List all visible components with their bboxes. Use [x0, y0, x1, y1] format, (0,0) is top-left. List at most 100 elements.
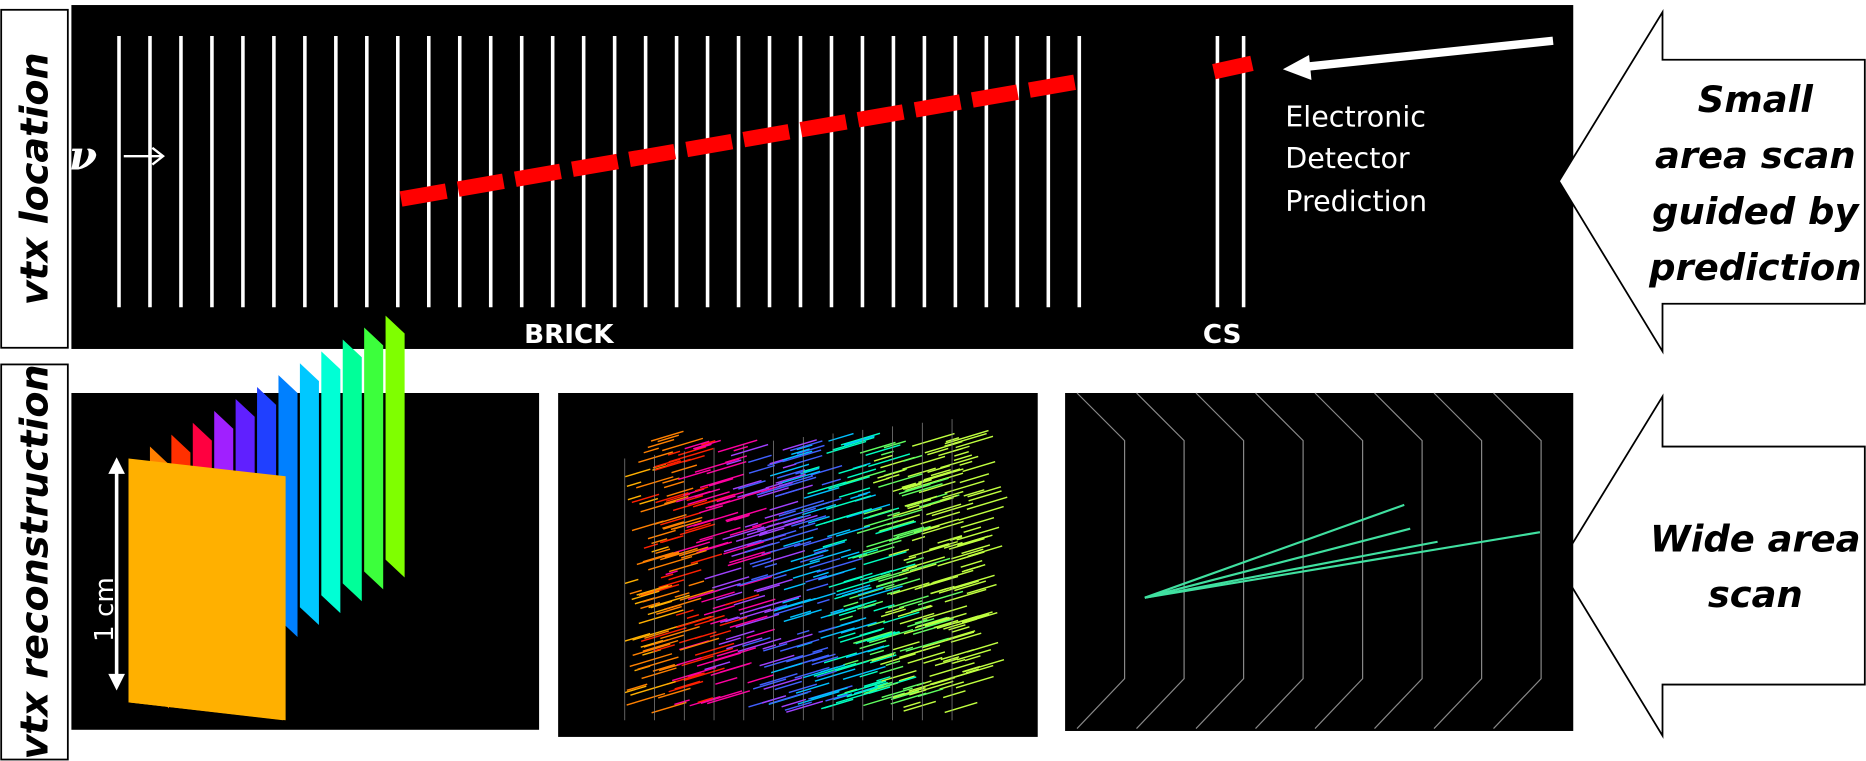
track: [726, 459, 742, 466]
track: [910, 606, 927, 613]
brick-label: BRICK: [524, 320, 615, 350]
track: [826, 495, 872, 510]
vertex-view: [1076, 392, 1542, 730]
track: [652, 644, 675, 652]
dash: [1212, 55, 1254, 80]
track: [881, 450, 894, 456]
track: [710, 618, 728, 625]
track: [824, 698, 854, 709]
track: [930, 576, 954, 585]
track: [901, 482, 917, 489]
track: [672, 499, 708, 512]
track: [626, 481, 642, 488]
track: [868, 573, 891, 581]
track: [719, 662, 752, 673]
track: [803, 536, 833, 547]
vertex-track: [1144, 531, 1541, 599]
track: [640, 601, 661, 610]
track: [665, 570, 678, 576]
track: [843, 435, 875, 446]
track: [700, 690, 743, 704]
track: [921, 520, 964, 535]
track: [898, 563, 937, 576]
track: [914, 644, 941, 654]
side-label: vtx location: [13, 52, 57, 305]
track: [820, 666, 839, 673]
track: [928, 496, 954, 506]
track: [688, 580, 705, 587]
cs-label: CS: [1203, 320, 1242, 350]
track: [797, 690, 840, 705]
track: [873, 454, 894, 462]
track: [961, 565, 982, 573]
dash: [399, 183, 448, 207]
track: [629, 653, 673, 668]
track: [640, 627, 687, 643]
track: [809, 548, 851, 563]
dash: [970, 84, 1019, 108]
track: [855, 631, 896, 645]
track: [823, 513, 854, 524]
track: [763, 676, 803, 690]
track: [699, 473, 745, 489]
prediction-text: Electronic: [1285, 99, 1426, 133]
track: [726, 514, 751, 523]
plate-outline: [1136, 392, 1185, 730]
track: [862, 539, 902, 553]
track: [885, 578, 921, 590]
track: [942, 690, 966, 699]
track: [704, 567, 742, 580]
track: [901, 565, 918, 572]
track: [869, 508, 894, 518]
track: [647, 529, 676, 540]
track: [696, 537, 714, 544]
track: [631, 520, 664, 532]
track: [625, 468, 651, 478]
track: [756, 517, 797, 531]
track: [951, 548, 984, 560]
track: [792, 569, 821, 579]
track: [640, 639, 664, 648]
track: [840, 617, 867, 627]
label-box: [0, 363, 69, 761]
track: [790, 549, 829, 563]
track: [840, 551, 860, 559]
track: [931, 502, 974, 517]
track: [818, 567, 856, 580]
track: [873, 604, 895, 612]
dash: [513, 163, 562, 187]
track: [890, 690, 920, 701]
track: [751, 573, 769, 581]
track: [817, 598, 830, 604]
track: [844, 688, 858, 694]
track: [958, 505, 1004, 521]
track: [708, 477, 734, 487]
track: [942, 490, 964, 499]
track: [775, 473, 806, 484]
track: [753, 530, 797, 545]
track: [962, 665, 981, 673]
dash: [856, 104, 905, 128]
panel-vertex: [1065, 392, 1574, 731]
dash: [685, 134, 734, 158]
track: [651, 701, 687, 714]
track: [758, 527, 785, 537]
track: [807, 481, 847, 495]
track: [820, 627, 855, 639]
track: [790, 440, 823, 452]
track: [735, 531, 768, 543]
track: [836, 577, 881, 593]
track: [632, 625, 678, 641]
track: [718, 637, 741, 646]
track: [690, 553, 723, 565]
track: [865, 444, 901, 457]
track: [680, 549, 707, 559]
dash: [456, 173, 505, 197]
track: [853, 630, 893, 644]
track: [867, 620, 886, 627]
track: [737, 487, 770, 498]
track: [655, 548, 671, 555]
track: [668, 562, 699, 573]
track: [629, 589, 642, 595]
track: [657, 687, 691, 699]
